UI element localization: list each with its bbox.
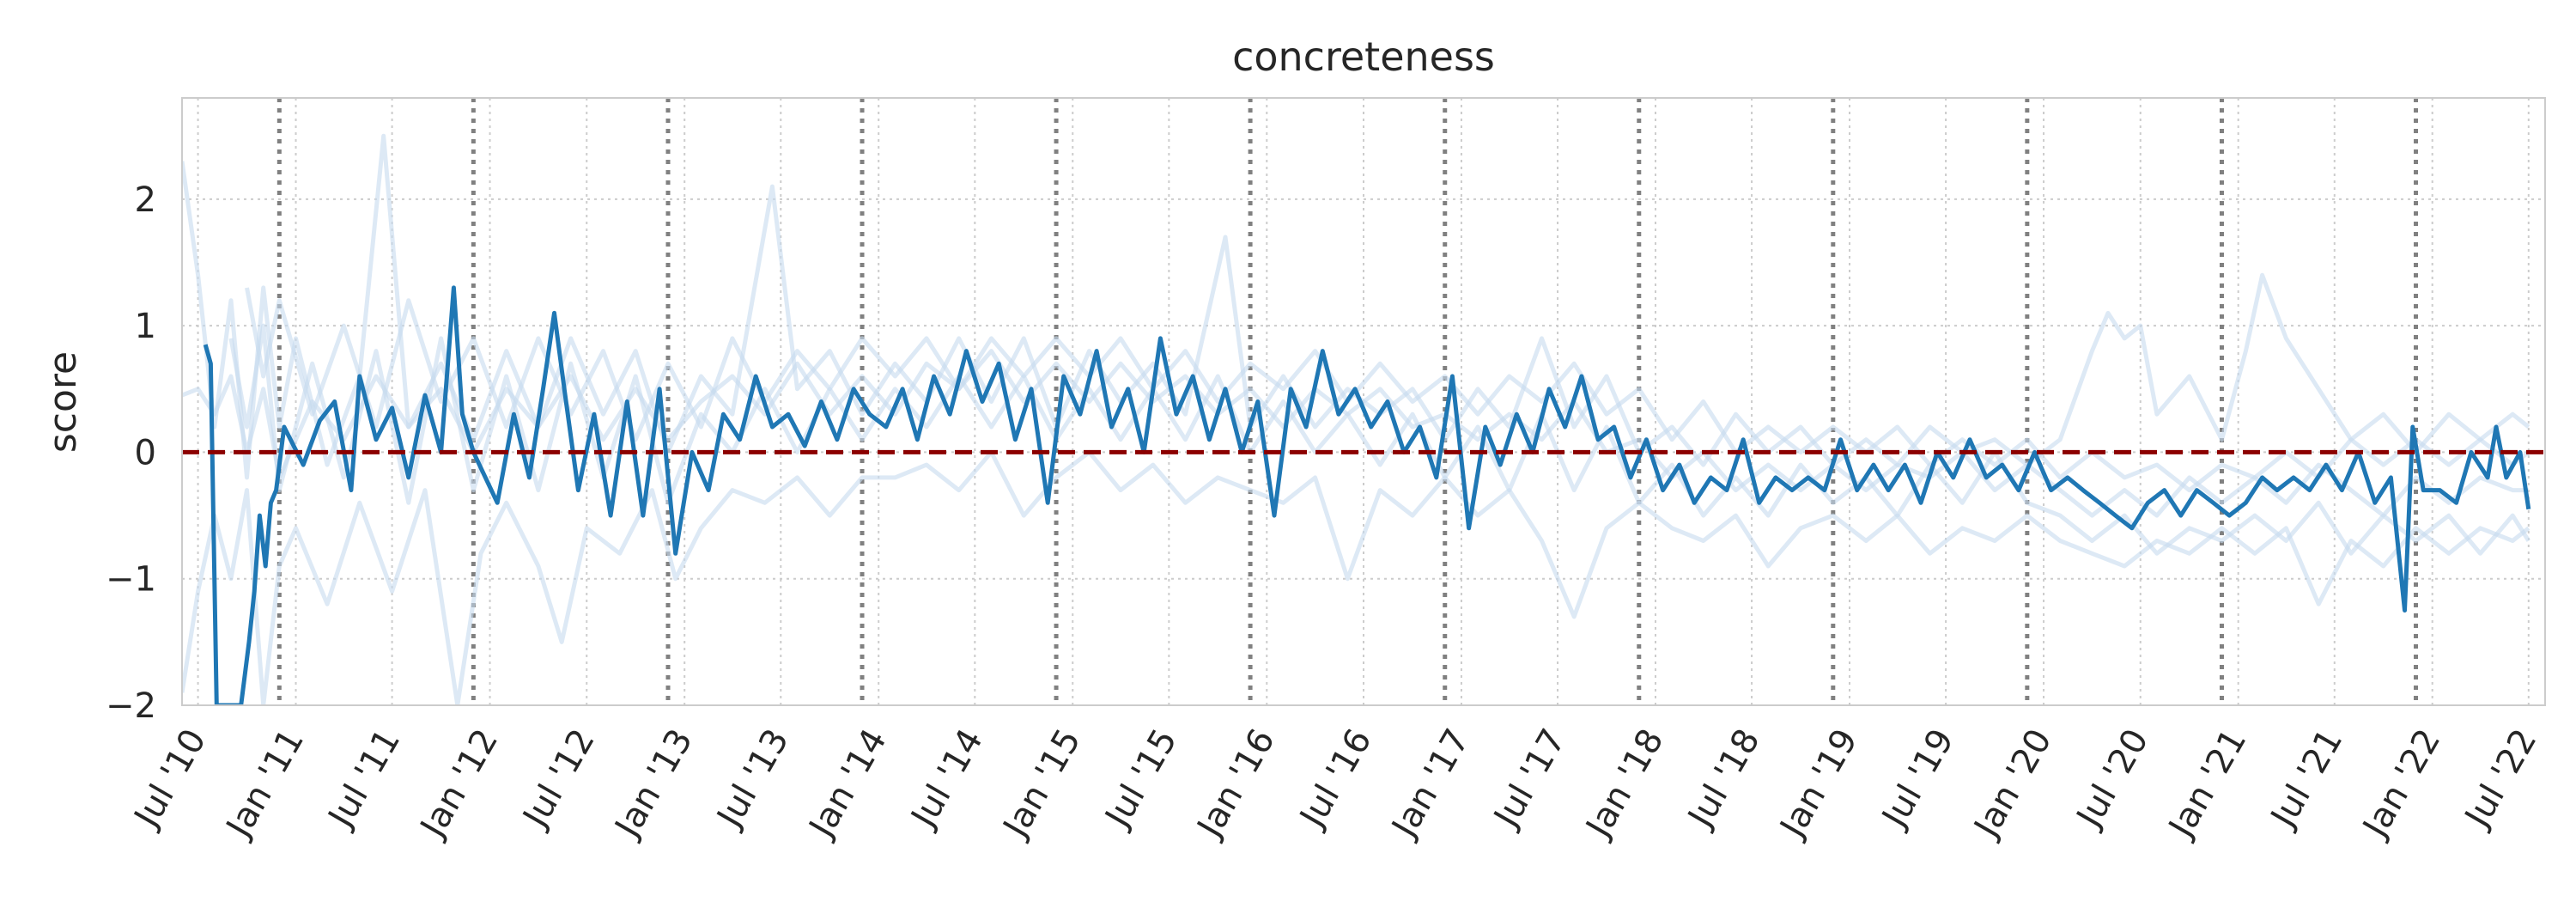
x-tick-label: Jul '11 bbox=[319, 722, 408, 836]
chart-title: concreteness bbox=[1232, 34, 1495, 80]
x-tick-label: Jul '12 bbox=[514, 722, 603, 836]
x-tick-label: Jan '19 bbox=[1771, 722, 1865, 846]
x-tick-label: Jul '14 bbox=[902, 722, 991, 836]
background-series-line bbox=[228, 323, 2530, 556]
x-tick-labels: Jul '10 Jan '11 Jul '11 Jan '12 Jul '12 Jan '… bbox=[125, 722, 2544, 846]
x-tick-label: Jan '16 bbox=[1188, 722, 1282, 846]
x-tick-label: Jul '21 bbox=[2263, 722, 2351, 836]
main-series-line bbox=[203, 285, 2531, 705]
year-boundary-markers bbox=[276, 98, 2419, 705]
background-series-line bbox=[182, 449, 2530, 705]
y-tick-label: 1 bbox=[135, 307, 156, 346]
plot-frame bbox=[181, 97, 2546, 706]
background-series-line bbox=[245, 287, 2530, 493]
y-tick-label: −1 bbox=[106, 560, 156, 600]
x-tick-label: Jul '10 bbox=[125, 722, 214, 836]
x-tick-label: Jan '11 bbox=[218, 722, 312, 846]
x-tick-label: Jan '18 bbox=[1577, 722, 1671, 846]
x-tick-label: Jul '22 bbox=[2457, 722, 2545, 836]
series-group bbox=[182, 133, 2531, 705]
x-tick-label: Jan '15 bbox=[994, 722, 1088, 846]
x-tick-label: Jul '17 bbox=[1485, 722, 1574, 836]
x-tick-label: Jan '21 bbox=[2160, 722, 2254, 846]
y-tick-label: 2 bbox=[135, 180, 156, 220]
y-tick-label: 0 bbox=[135, 433, 156, 472]
x-tick-label: Jan '22 bbox=[2354, 722, 2448, 846]
background-series-line bbox=[182, 133, 2530, 480]
y-axis-label: score bbox=[41, 351, 85, 453]
x-tick-label: Jul '20 bbox=[2069, 722, 2157, 836]
x-tick-label: Jul '19 bbox=[1874, 722, 1962, 836]
x-tick-label: Jan '12 bbox=[412, 722, 506, 846]
x-tick-label: Jan '14 bbox=[800, 722, 894, 846]
x-tick-label: Jul '18 bbox=[1680, 722, 1768, 836]
y-tick-labels: −2 −1 0 1 2 bbox=[106, 180, 156, 726]
y-tick-label: −2 bbox=[106, 686, 156, 726]
x-tick-label: Jul '16 bbox=[1291, 722, 1380, 836]
x-tick-label: Jan '17 bbox=[1383, 722, 1477, 846]
x-tick-label: Jan '13 bbox=[606, 722, 700, 846]
x-tick-label: Jul '15 bbox=[1097, 722, 1185, 836]
x-tick-label: Jan '20 bbox=[1965, 722, 2059, 846]
x-tick-label: Jul '13 bbox=[708, 722, 797, 836]
